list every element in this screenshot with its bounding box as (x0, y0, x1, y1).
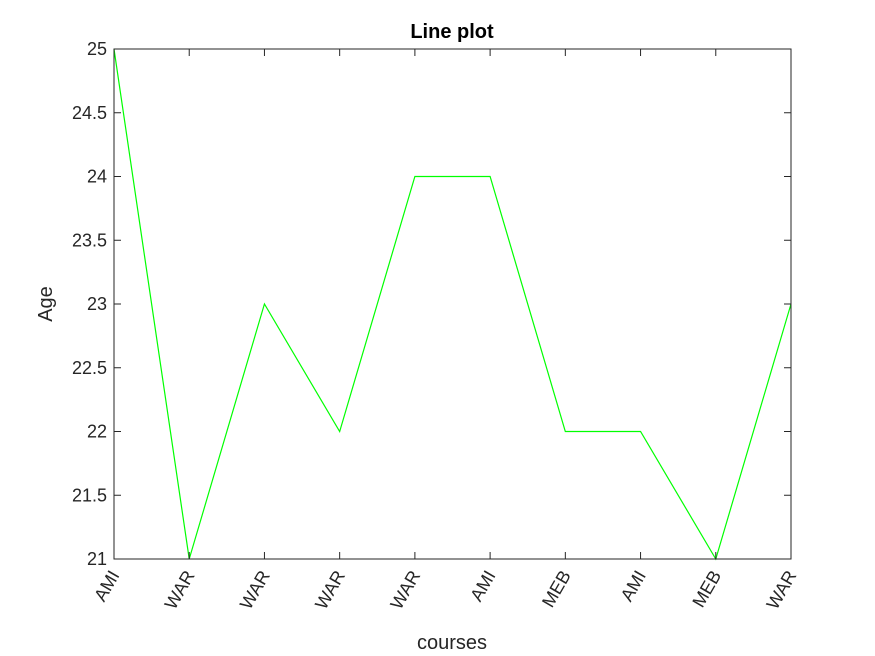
x-tick-label: MEB (688, 567, 725, 611)
x-tick-label: WAR (161, 567, 199, 613)
plot-area (114, 49, 791, 559)
x-tick-label: WAR (236, 567, 274, 613)
series-line (113, 48, 792, 561)
x-tick-label: MEB (538, 567, 575, 611)
x-axis-label: courses (417, 632, 487, 654)
x-tick-label: AMI (466, 567, 499, 605)
y-tick-label: 23 (87, 294, 107, 314)
y-tick-label: 22 (87, 422, 107, 442)
y-tick-label: 25 (87, 39, 107, 59)
y-axis-label: Age (35, 286, 57, 322)
x-tick-label: AMI (90, 567, 123, 605)
x-tick-label: WAR (762, 567, 800, 613)
y-tick-label: 21.5 (72, 485, 107, 505)
y-tick-label: 23.5 (72, 230, 107, 250)
x-tick-label: AMI (617, 567, 650, 605)
x-tick-label: WAR (386, 567, 424, 613)
y-tick-label: 24 (87, 167, 107, 187)
y-tick-label: 21 (87, 549, 107, 569)
x-tick-label: WAR (311, 567, 349, 613)
y-tick-label: 24.5 (72, 103, 107, 123)
chart-title: Line plot (410, 21, 494, 43)
y-tick-label: 22.5 (72, 358, 107, 378)
